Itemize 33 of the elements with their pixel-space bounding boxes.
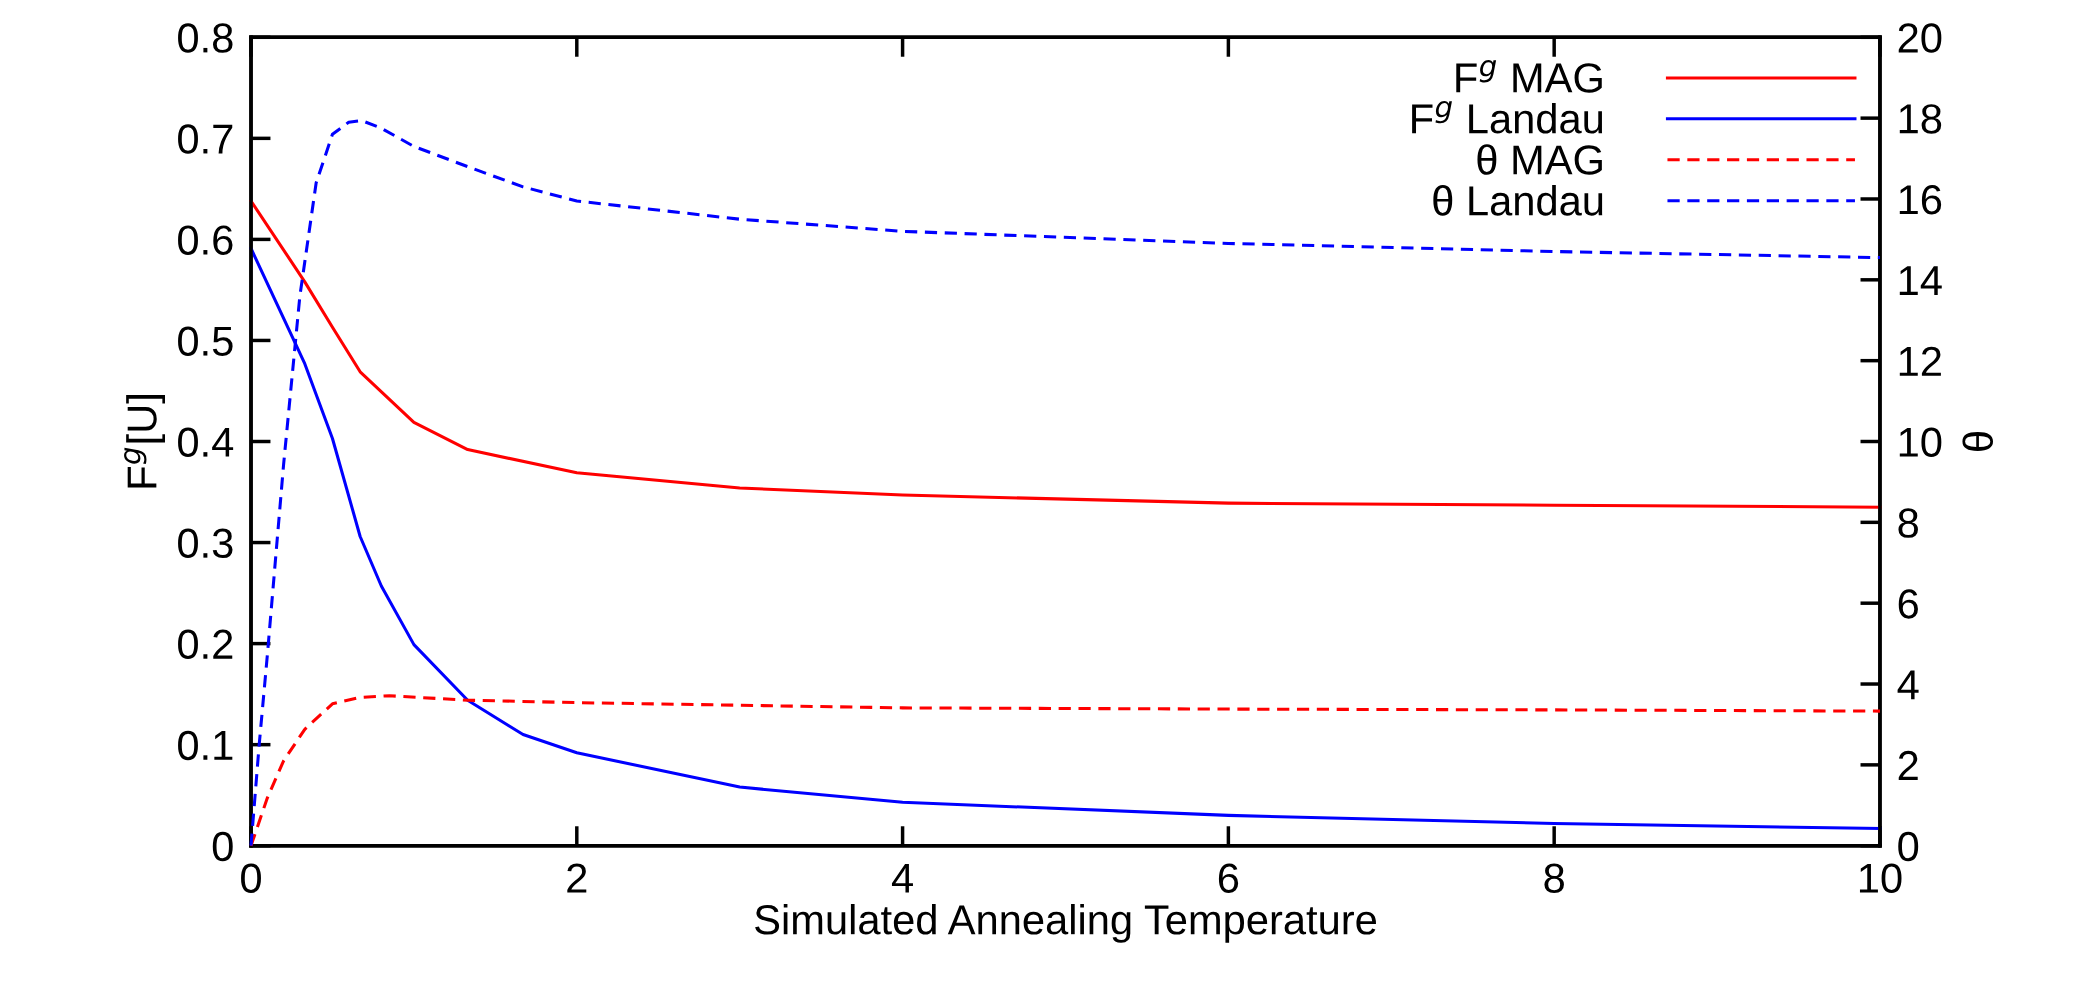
x-axis-title: Simulated Annealing Temperature <box>755 904 1376 943</box>
x-tick-label: 0 <box>241 863 261 893</box>
y-tick-label: 0.4 <box>178 427 234 458</box>
y2-tick-label: 12 <box>1899 346 1941 376</box>
y2-tick-label: 8 <box>1898 508 1918 538</box>
y-tick-label: 0 <box>212 831 233 862</box>
legend-label: F$^{g}$ Landau <box>1412 100 1603 134</box>
y2-tick-label: 18 <box>1899 104 1942 134</box>
y2-tick-label: 14 <box>1899 266 1942 295</box>
y-tick-label: 0.7 <box>178 124 233 154</box>
legend-label: θ MAG <box>1477 144 1602 175</box>
y-axis-title: F$^{g}$[U] <box>124 395 165 488</box>
y-tick-label: 0.1 <box>178 730 233 761</box>
y-tick-label: 0.8 <box>178 23 233 53</box>
legend-label: F$^{g}$ MAG <box>1456 59 1602 93</box>
y2-tick-label: 6 <box>1898 589 1918 619</box>
y-tick-label: 0.3 <box>178 528 233 559</box>
y2-tick-label: 10 <box>1899 427 1942 458</box>
x-tick-label: 10 <box>1859 863 1902 893</box>
y-tick-label: 0.6 <box>178 225 233 255</box>
x-tick-label: 6 <box>1218 863 1239 893</box>
y2-tick-label: 0 <box>1898 831 1919 862</box>
y-tick-label: 0.5 <box>178 326 233 356</box>
y2-tick-label: 4 <box>1897 670 1919 700</box>
y2-axis-title: θ <box>1962 432 1994 451</box>
y2-tick-label: 2 <box>1898 750 1918 780</box>
legend-label: θ Landau <box>1433 185 1603 216</box>
x-tick-label: 2 <box>567 863 587 893</box>
x-tick-label: 8 <box>1544 863 1564 893</box>
y2-tick-label: 16 <box>1899 184 1942 215</box>
y-tick-label: 0.2 <box>178 629 233 660</box>
y2-tick-label: 20 <box>1898 23 1942 53</box>
x-tick-label: 4 <box>891 863 913 893</box>
